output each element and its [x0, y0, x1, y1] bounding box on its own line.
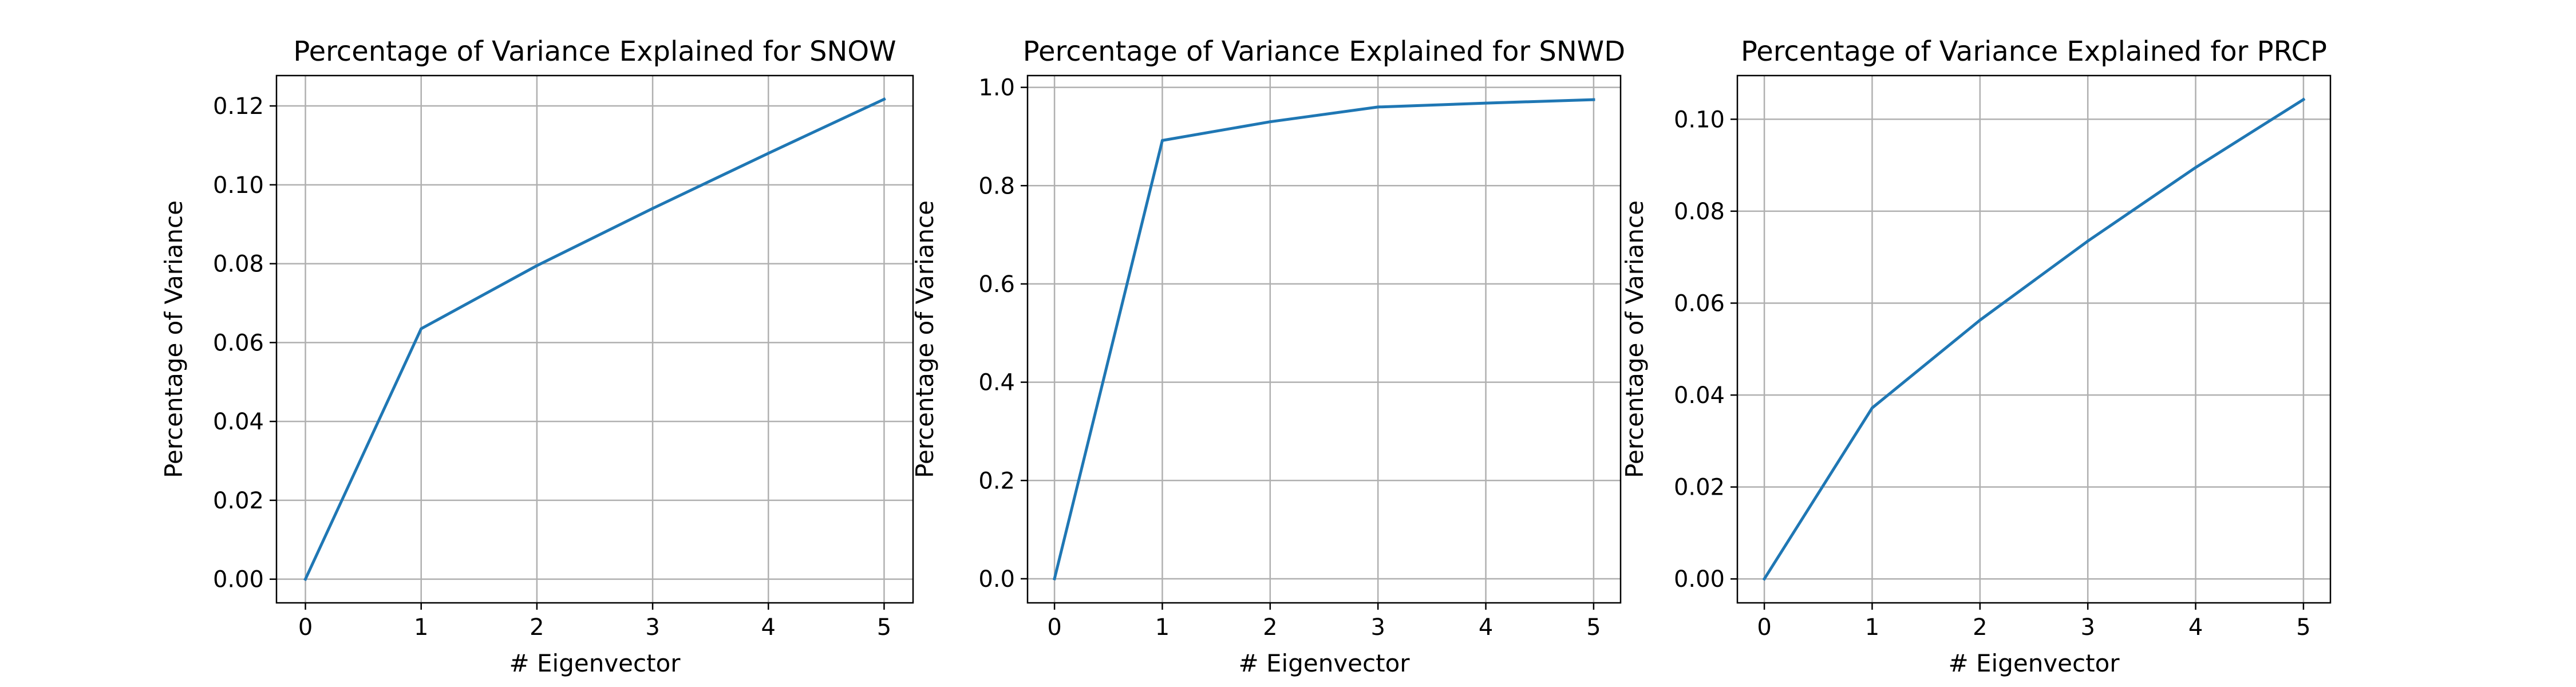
y-tick-label: 0.4 — [978, 370, 1015, 396]
x-axis-label: # Eigenvector — [1948, 649, 2120, 677]
chart-title: Percentage of Variance Explained for PRC… — [1741, 35, 2327, 68]
x-tick-label: 0 — [1757, 614, 1771, 641]
y-tick-label: 0.02 — [213, 488, 264, 514]
x-tick-label: 1 — [414, 614, 428, 641]
x-tick-label: 0 — [1047, 614, 1061, 641]
y-tick-label: 0.08 — [213, 251, 264, 278]
y-axis-label: Percentage of Variance — [911, 200, 939, 478]
data-point — [767, 152, 770, 155]
x-tick-label: 2 — [1263, 614, 1277, 641]
y-tick-label: 0.10 — [1674, 106, 1725, 133]
data-point — [535, 264, 539, 267]
data-point — [2086, 239, 2089, 243]
grid-layer — [276, 76, 913, 603]
y-axis-label: Percentage of Variance — [160, 200, 188, 478]
y-tick-label: 0.06 — [213, 330, 264, 356]
data-point — [304, 578, 307, 581]
series-line — [303, 97, 886, 582]
data-point — [1484, 101, 1488, 105]
data-point — [1269, 120, 1272, 124]
data-point — [1870, 406, 1874, 410]
y-tick-label: 0.02 — [1674, 475, 1725, 501]
data-point — [420, 327, 423, 330]
series-layer — [1053, 98, 1595, 581]
y-tick-label: 0.6 — [978, 271, 1015, 298]
y-tick-label: 0.04 — [1674, 382, 1725, 409]
series-layer — [303, 97, 886, 582]
series-layer — [1762, 97, 2306, 581]
grid-layer — [1028, 76, 1621, 603]
data-point — [651, 207, 654, 210]
chart-panel-prcp: 0 1 2 3 4 5 0.00 0.02 0.04 0.06 0.08 0.10 Percentag… — [1621, 35, 2332, 677]
chart-title: Percentage of Variance Explained for SNO… — [293, 35, 896, 68]
data-point — [1978, 318, 1982, 322]
x-tick-label: 4 — [761, 614, 776, 641]
data-point — [1763, 577, 1766, 581]
y-tick-label: 0.06 — [1674, 290, 1725, 317]
x-tick-label: 1 — [1865, 614, 1879, 641]
data-point — [2194, 166, 2198, 169]
y-tick-label: 0.12 — [213, 93, 264, 120]
x-tick-label: 2 — [530, 614, 544, 641]
plot-frame — [1026, 74, 1622, 604]
x-tick-label: 5 — [877, 614, 891, 641]
x-tick-label: 5 — [1586, 614, 1601, 641]
tick-layer: 0 1 2 3 4 5 0.00 0.02 0.04 0.06 0.08 0.10 0.12 — [213, 93, 891, 641]
y-tick-label: 0.00 — [213, 567, 264, 593]
x-axis-label: # Eigenvector — [1238, 649, 1410, 677]
x-tick-label: 3 — [1370, 614, 1385, 641]
x-tick-label: 3 — [2080, 614, 2095, 641]
data-point — [882, 97, 886, 101]
chart-panel-snow: 0 1 2 3 4 5 0.00 0.02 0.04 0.06 0.08 0.10 0.12 Perce… — [160, 35, 914, 677]
x-tick-label: 2 — [1973, 614, 1987, 641]
tick-layer: 0 1 2 3 4 5 0.00 0.02 0.04 0.06 0.08 0.10 — [1674, 106, 2311, 641]
x-tick-label: 4 — [1479, 614, 1493, 641]
plot-frame — [275, 74, 914, 604]
data-point — [1053, 577, 1056, 581]
grid-layer — [1737, 76, 2330, 603]
series-line — [1762, 97, 2306, 581]
y-tick-label: 0.8 — [978, 173, 1015, 199]
x-tick-label: 4 — [2188, 614, 2203, 641]
x-tick-label: 1 — [1155, 614, 1170, 641]
chart-panel-snwd: 0 1 2 3 4 5 0.0 0.2 0.4 0.6 0.8 1.0 Percentage of V… — [911, 35, 1625, 677]
tick-layer: 0 1 2 3 4 5 0.0 0.2 0.4 0.6 0.8 1.0 — [978, 75, 1601, 641]
x-axis-label: # Eigenvector — [509, 649, 681, 677]
y-tick-label: 0.00 — [1674, 566, 1725, 593]
y-tick-label: 0.04 — [213, 409, 264, 435]
chart-title: Percentage of Variance Explained for SNW… — [1023, 35, 1625, 68]
y-tick-label: 0.10 — [213, 172, 264, 199]
y-tick-label: 0.0 — [978, 566, 1015, 593]
y-tick-label: 0.2 — [978, 468, 1015, 494]
y-tick-label: 0.08 — [1674, 199, 1725, 225]
data-point — [1592, 98, 1595, 101]
data-point — [1160, 139, 1164, 142]
x-tick-label: 3 — [645, 614, 659, 641]
data-point — [1376, 105, 1380, 109]
y-axis-label: Percentage of Variance — [1621, 200, 1649, 478]
x-tick-label: 5 — [2296, 614, 2310, 641]
series-line — [1053, 98, 1595, 581]
data-point — [2302, 98, 2305, 101]
plot-frame — [1736, 74, 2332, 604]
y-tick-label: 1.0 — [978, 75, 1015, 101]
x-tick-label: 0 — [298, 614, 313, 641]
